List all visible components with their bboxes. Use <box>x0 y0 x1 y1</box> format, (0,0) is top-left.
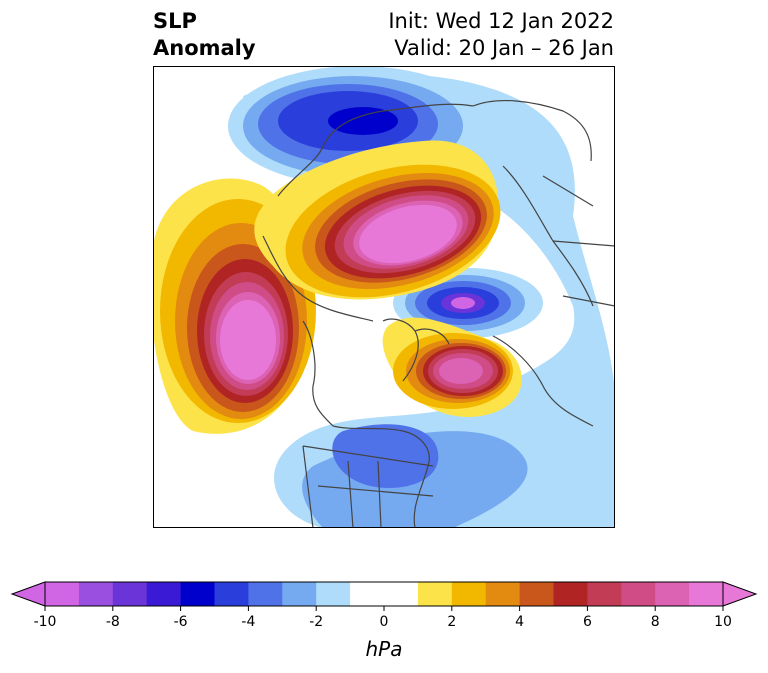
colorbar-segment <box>282 582 317 606</box>
colorbar-tick-label: 8 <box>651 614 660 630</box>
colorbar-unit-label: hPa <box>366 637 403 661</box>
colorbar-tick-label: -6 <box>174 614 188 630</box>
colorbar-tick-label: 2 <box>447 614 456 630</box>
title-type: Anomaly <box>153 36 256 60</box>
colorbar-tick-label: -8 <box>106 614 120 630</box>
valid-range: Valid: 20 Jan – 26 Jan <box>394 36 614 60</box>
colorbar-segment <box>214 582 249 606</box>
colorbar-segments <box>45 582 724 606</box>
colorbar-tick-label: -10 <box>34 614 57 630</box>
colorbar-tick-label: 6 <box>583 614 592 630</box>
colorbar-segment <box>417 582 453 606</box>
colorbar-segment <box>553 582 588 606</box>
colorbar-segment <box>350 582 385 606</box>
colorbar-extend-low <box>10 581 46 607</box>
colorbar-segment <box>689 582 724 606</box>
colorbar-segment <box>519 582 554 606</box>
colorbar-tick-label: -2 <box>309 614 323 630</box>
coastlines <box>262 99 615 528</box>
colorbar-segment <box>146 582 182 606</box>
colorbar-tick-label: 0 <box>380 614 389 630</box>
colorbar-segment <box>112 582 148 606</box>
map-title: SLP Anomaly <box>153 8 256 62</box>
negative-anomaly-background <box>243 73 615 528</box>
title-variable: SLP <box>153 9 197 33</box>
colorbar-segment <box>180 582 215 606</box>
colorbar-segment <box>78 582 114 606</box>
colorbar-segment <box>587 582 622 606</box>
high-greenland <box>382 317 522 417</box>
colorbar-tick-label: -4 <box>241 614 255 630</box>
high-siberia-arctic <box>254 140 501 300</box>
colorbar-segment <box>316 582 351 606</box>
colorbar: -10 -8 -6 -4 -2 0 2 4 6 8 10 hPa <box>10 581 758 661</box>
colorbar-segment <box>451 582 487 606</box>
colorbar-ticks: -10 -8 -6 -4 -2 0 2 4 6 8 10 <box>34 606 732 630</box>
colorbar-segment <box>384 582 419 606</box>
slp-anomaly-map <box>153 66 615 528</box>
colorbar-segment <box>248 582 283 606</box>
colorbar-segment <box>485 582 521 606</box>
init-date: Init: Wed 12 Jan 2022 <box>388 9 614 33</box>
colorbar-extend-high <box>722 581 758 607</box>
colorbar-segment <box>45 582 80 606</box>
colorbar-tick-label: 4 <box>515 614 524 630</box>
colorbar-segment <box>655 582 690 606</box>
forecast-dates: Init: Wed 12 Jan 2022 Valid: 20 Jan – 26… <box>388 8 614 62</box>
colorbar-tick-label: 10 <box>714 614 732 630</box>
colorbar-segment <box>621 582 656 606</box>
